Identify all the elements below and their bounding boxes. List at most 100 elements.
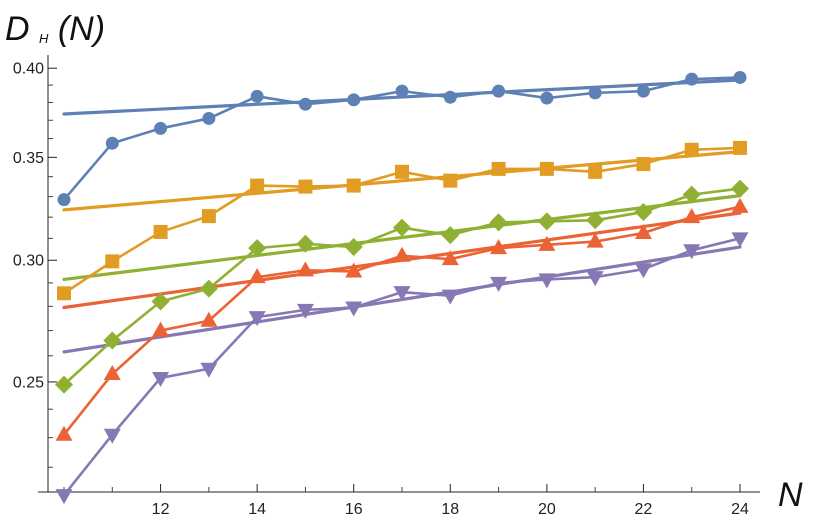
diamond-marker <box>441 226 460 245</box>
triangle-up-marker <box>490 239 508 255</box>
axes <box>38 55 760 493</box>
x-tick-label: 22 <box>635 501 653 518</box>
square-marker <box>298 179 313 194</box>
diamond-marker <box>151 292 170 311</box>
triangle-up-marker <box>152 321 170 337</box>
square-marker <box>395 164 409 179</box>
triangle-down-marker <box>296 303 314 319</box>
triangle-down-marker <box>441 289 459 305</box>
ticks: 12 14 16 18 20 22 24 0.25 0.30 0.35 0.40 <box>13 61 749 518</box>
triangle-up-marker <box>586 232 604 248</box>
y-axis-title-subscript: H <box>39 31 49 46</box>
triangle-down-marker <box>393 286 411 302</box>
circle-marker <box>298 97 312 111</box>
circle-marker <box>202 111 216 125</box>
diamond-marker <box>731 179 749 198</box>
diamond-marker <box>248 239 267 258</box>
y-tick-label: 0.40 <box>13 61 44 78</box>
triangle-up-marker <box>538 235 556 251</box>
diamond-marker <box>199 279 218 298</box>
triangle-up-marker <box>296 261 314 277</box>
diamond-marker <box>393 218 411 237</box>
circle-marker <box>540 91 554 105</box>
triangle-up-marker <box>683 208 701 224</box>
circle-marker <box>636 84 650 98</box>
triangle-up-marker <box>55 425 73 441</box>
circle-marker <box>588 86 602 100</box>
square-marker <box>539 161 554 176</box>
y-axis-title: D H (N) <box>5 10 105 51</box>
triangle-down-marker <box>152 371 170 387</box>
triangle-up-marker <box>441 250 459 266</box>
x-tick-label: 20 <box>538 501 556 518</box>
triangle-down-marker <box>683 244 701 260</box>
triangle-up-marker <box>393 246 411 262</box>
y-tick-label: 0.35 <box>13 150 44 167</box>
triangle-up-marker <box>103 364 121 380</box>
markers <box>55 70 749 505</box>
x-tick-label: 14 <box>248 501 266 518</box>
circle-marker <box>492 84 506 98</box>
diamond-marker <box>55 375 73 394</box>
y-tick-label: 0.30 <box>13 253 44 270</box>
y-axis-title-main: D <box>5 10 30 48</box>
diamond-marker <box>634 202 653 221</box>
square-marker <box>250 178 265 193</box>
triangle-down-marker <box>345 301 363 317</box>
x-tick-label: 12 <box>152 501 170 518</box>
circle-marker <box>733 70 747 84</box>
square-marker <box>57 286 71 301</box>
circle-marker <box>105 136 119 150</box>
diamond-marker <box>489 213 508 232</box>
triangle-down-marker <box>586 271 604 287</box>
circle-marker <box>395 84 409 98</box>
triangle-down-marker <box>634 263 652 279</box>
data-line-series-4 <box>62 205 741 436</box>
square-marker <box>153 224 168 239</box>
data-line-series-5 <box>62 237 741 496</box>
x-tick-label: 16 <box>345 501 363 518</box>
diamond-marker <box>586 211 605 230</box>
triangle-up-marker <box>200 311 218 327</box>
triangle-up-marker <box>345 262 363 278</box>
circle-marker <box>250 89 264 103</box>
triangle-down-marker <box>103 428 121 444</box>
triangle-up-marker <box>731 197 749 213</box>
diamond-marker <box>537 212 556 231</box>
square-marker <box>733 140 747 155</box>
diamond-marker <box>344 238 363 257</box>
square-marker <box>201 209 216 224</box>
triangle-down-marker <box>490 276 508 292</box>
circle-marker <box>685 72 699 86</box>
circle-marker <box>347 93 361 107</box>
triangle-up-marker <box>248 268 266 284</box>
square-marker <box>346 178 361 193</box>
square-marker <box>491 161 506 176</box>
square-marker <box>636 157 651 172</box>
circle-marker <box>443 90 457 104</box>
fit-line-series-3 <box>62 194 742 282</box>
triangle-down-marker <box>200 362 218 378</box>
square-marker <box>443 173 458 188</box>
y-axis-title-suffix: (N) <box>58 10 105 48</box>
diamond-marker <box>682 185 701 204</box>
circle-marker <box>57 193 71 207</box>
square-marker <box>588 164 603 179</box>
square-marker <box>105 254 120 269</box>
x-axis-title: N <box>778 476 803 514</box>
square-marker <box>684 142 699 157</box>
fit-line-series-2 <box>62 150 742 212</box>
diamond-marker <box>103 331 122 350</box>
y-tick-label: 0.25 <box>13 374 44 391</box>
triangle-down-marker <box>538 273 556 289</box>
diamond-marker <box>296 234 315 253</box>
triangle-down-marker <box>731 232 749 248</box>
circle-marker <box>154 121 168 135</box>
triangle-up-marker <box>634 223 652 239</box>
triangle-down-marker <box>248 311 266 327</box>
triangle-down-marker <box>55 489 73 505</box>
x-tick-label: 24 <box>731 501 749 518</box>
x-tick-label: 18 <box>441 501 459 518</box>
